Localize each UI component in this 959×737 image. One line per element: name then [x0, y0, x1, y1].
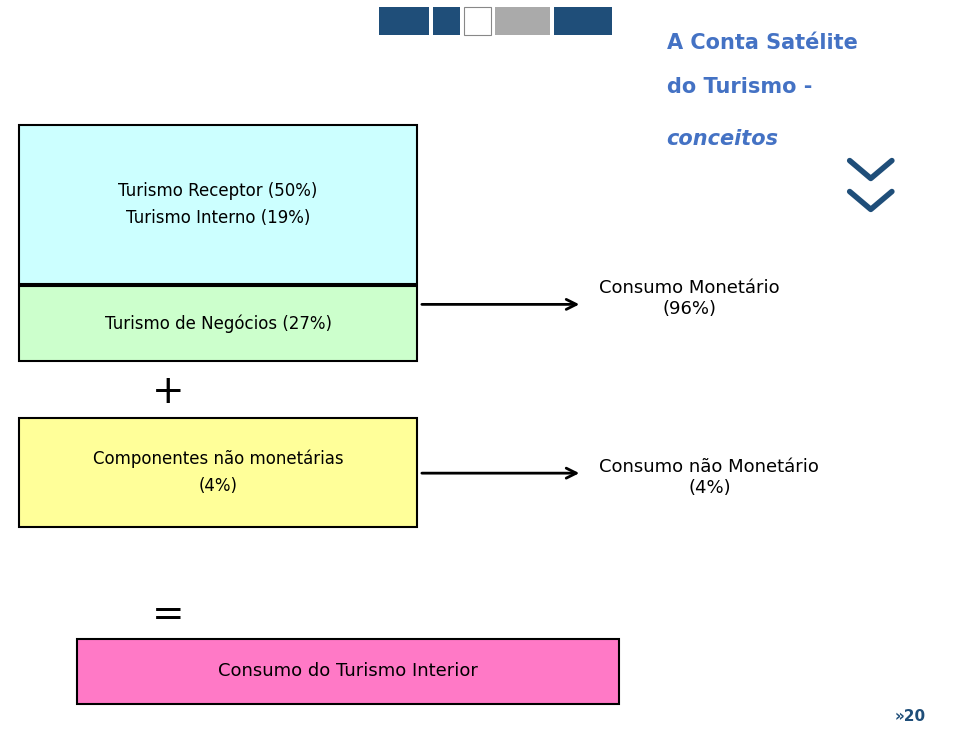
Text: A Conta Satélite: A Conta Satélite — [667, 33, 857, 53]
FancyBboxPatch shape — [379, 7, 429, 35]
Text: Turismo Receptor (50%)
Turismo Interno (19%): Turismo Receptor (50%) Turismo Interno (… — [119, 182, 317, 227]
Text: »20: »20 — [895, 709, 925, 724]
Text: conceitos: conceitos — [667, 129, 779, 149]
FancyBboxPatch shape — [19, 286, 417, 361]
Text: Consumo Monetário
(96%): Consumo Monetário (96%) — [599, 279, 780, 318]
Text: Turismo de Negócios (27%): Turismo de Negócios (27%) — [105, 314, 332, 333]
Text: Componentes não monetárias
(4%): Componentes não monetárias (4%) — [93, 450, 343, 495]
FancyBboxPatch shape — [19, 418, 417, 527]
FancyBboxPatch shape — [19, 125, 417, 284]
FancyBboxPatch shape — [77, 639, 619, 704]
Text: Consumo do Turismo Interior: Consumo do Turismo Interior — [218, 663, 478, 680]
FancyBboxPatch shape — [433, 7, 460, 35]
Text: =: = — [152, 596, 184, 635]
Text: Consumo não Monetário
(4%): Consumo não Monetário (4%) — [599, 458, 819, 497]
FancyBboxPatch shape — [554, 7, 612, 35]
Text: do Turismo -: do Turismo - — [667, 77, 812, 97]
FancyBboxPatch shape — [495, 7, 550, 35]
Text: +: + — [152, 373, 184, 411]
FancyBboxPatch shape — [464, 7, 491, 35]
